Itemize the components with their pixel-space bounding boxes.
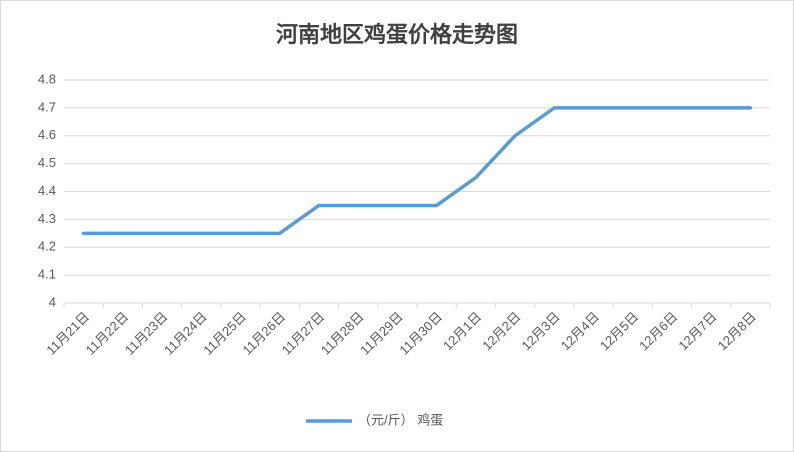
legend-label: （元/斤） 鸡蛋 xyxy=(358,412,443,427)
y-tick-label: 4.6 xyxy=(38,127,56,142)
y-tick-label: 4.4 xyxy=(38,183,56,198)
chart-title: 河南地区鸡蛋价格走势图 xyxy=(276,22,518,48)
y-tick-label: 4.5 xyxy=(38,155,56,170)
y-tick-label: 4.1 xyxy=(38,267,56,282)
y-tick-label: 4.7 xyxy=(38,99,56,114)
y-tick-label: 4 xyxy=(49,294,56,309)
data-line xyxy=(81,106,753,236)
y-tick-label: 4.8 xyxy=(38,71,56,86)
y-tick-label: 4.2 xyxy=(38,239,56,254)
y-tick-label: 4.3 xyxy=(38,211,56,226)
